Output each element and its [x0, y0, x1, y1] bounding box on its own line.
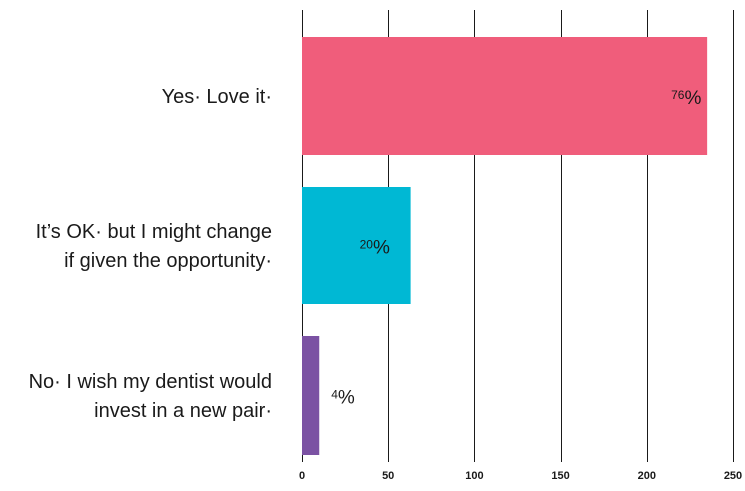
bar: [302, 187, 411, 304]
data-label: 4%: [331, 388, 355, 409]
bar: [302, 336, 320, 455]
category-label: It’s OK· but I might change: [36, 221, 272, 243]
x-tick-label: 150: [551, 470, 569, 482]
bar: [302, 37, 708, 155]
data-label: 76%: [671, 88, 701, 109]
x-tick-label: 50: [382, 470, 394, 482]
category-label: if given the opportunity·: [64, 250, 272, 272]
bars: [302, 37, 708, 455]
category-label: No· I wish my dentist would: [29, 371, 272, 393]
category-label: invest in a new pair·: [94, 400, 272, 422]
x-tick-label: 200: [638, 470, 656, 482]
category-label: Yes· Love it·: [162, 86, 272, 108]
x-tick-label: 100: [465, 470, 483, 482]
data-label: 20%: [360, 238, 390, 259]
x-tick-label: 250: [724, 470, 742, 482]
labels: 0 50 100 150 200 250 76% Yes· Love it· 20% It’s O…: [29, 86, 743, 482]
x-tick-label: 0: [299, 470, 305, 482]
